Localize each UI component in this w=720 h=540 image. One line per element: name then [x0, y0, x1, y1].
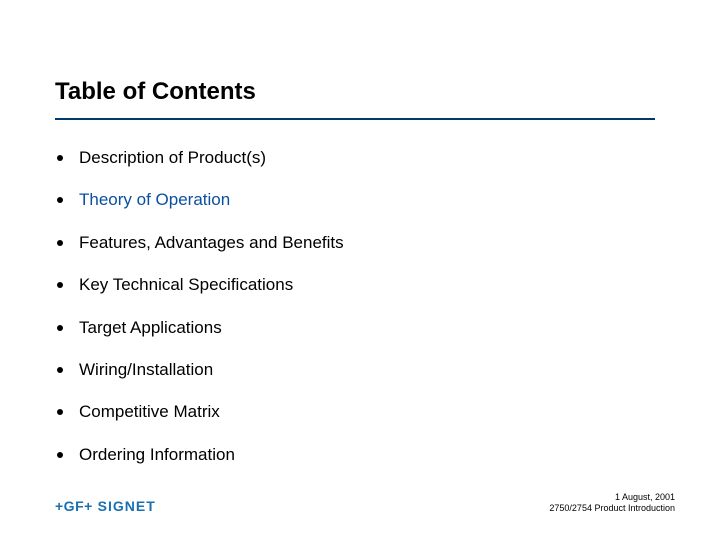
toc-item-label: Theory of Operation — [79, 190, 230, 209]
toc-item: Description of Product(s) — [55, 148, 655, 168]
toc-item: Wiring/Installation — [55, 360, 655, 380]
bullet-icon — [57, 240, 63, 246]
slide: Table of Contents Description of Product… — [0, 0, 720, 540]
toc-item-label: Features, Advantages and Benefits — [79, 233, 344, 252]
bullet-icon — [57, 452, 63, 458]
page-title: Table of Contents — [55, 78, 256, 106]
footer-date: 1 August, 2001 — [549, 492, 675, 503]
bullet-icon — [57, 197, 63, 203]
footer: 1 August, 2001 2750/2754 Product Introdu… — [549, 492, 675, 514]
title-underline — [55, 118, 655, 120]
bullet-icon — [57, 325, 63, 331]
toc-item[interactable]: Theory of Operation — [55, 190, 655, 210]
toc-item: Target Applications — [55, 318, 655, 338]
toc-item-label: Key Technical Specifications — [79, 275, 293, 294]
brand-gf: +GF+ — [55, 498, 93, 514]
toc-item-label: Target Applications — [79, 318, 222, 337]
footer-subtitle: 2750/2754 Product Introduction — [549, 503, 675, 514]
toc-item-label: Wiring/Installation — [79, 360, 213, 379]
brand-logo: +GF+ SIGNET — [55, 498, 156, 514]
bullet-icon — [57, 155, 63, 161]
toc-item: Features, Advantages and Benefits — [55, 233, 655, 253]
bullet-icon — [57, 367, 63, 373]
toc-item: Competitive Matrix — [55, 402, 655, 422]
toc-list: Description of Product(s) Theory of Opera… — [55, 148, 655, 487]
toc-item: Ordering Information — [55, 445, 655, 465]
bullet-icon — [57, 409, 63, 415]
bullet-icon — [57, 282, 63, 288]
brand-signet: SIGNET — [93, 498, 156, 514]
toc-item-label: Description of Product(s) — [79, 148, 266, 167]
toc-item-label: Competitive Matrix — [79, 402, 220, 421]
toc-item: Key Technical Specifications — [55, 275, 655, 295]
toc-item-label: Ordering Information — [79, 445, 235, 464]
